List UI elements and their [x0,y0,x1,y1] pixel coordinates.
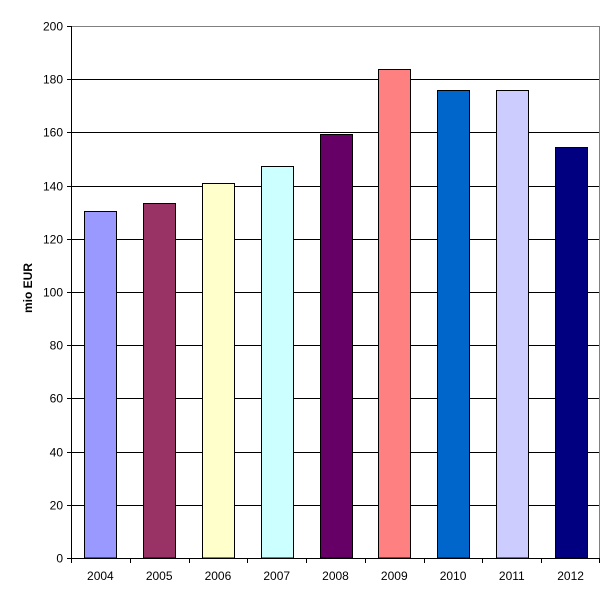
bar-2006 [202,183,235,559]
x-tick-label: 2004 [87,569,114,583]
x-tick-label: 2012 [557,569,584,583]
bar-2009 [378,69,411,559]
y-tick-labels: 0 20 40 60 80 100 120 140 160 180 200 [43,20,63,566]
x-tick-labels: 2004 2005 2006 2007 2008 2009 2010 2011 2012 [87,569,584,583]
x-tick-label: 2009 [381,569,408,583]
bar-2004 [84,211,117,559]
x-tick-label: 2010 [440,569,467,583]
bar-2007 [261,166,294,559]
y-tick-label: 160 [43,126,63,140]
bar-2010 [437,90,470,559]
y-tick-label: 20 [50,499,64,513]
bar-2005 [143,203,176,559]
x-tick-label: 2008 [322,569,349,583]
axes [67,26,600,563]
y-tick-label: 80 [50,339,64,353]
bar-2012 [555,147,588,559]
x-tick-label: 2011 [499,569,525,583]
bar-2011 [496,90,529,559]
y-axis-title: mio EUR [21,263,35,313]
y-tick-label: 120 [43,233,63,247]
x-tick-label: 2005 [146,569,173,583]
y-tick-label: 180 [43,73,63,87]
y-tick-label: 100 [43,286,63,300]
bar-2008 [320,134,353,559]
x-tick-label: 2006 [205,569,232,583]
y-tick-label: 0 [56,552,63,566]
y-tick-label: 140 [43,180,63,194]
x-tick-label: 2007 [263,569,290,583]
y-tick-label: 200 [43,20,63,34]
y-tick-label: 60 [50,392,64,406]
y-tick-label: 40 [50,446,64,460]
bars [84,69,588,559]
